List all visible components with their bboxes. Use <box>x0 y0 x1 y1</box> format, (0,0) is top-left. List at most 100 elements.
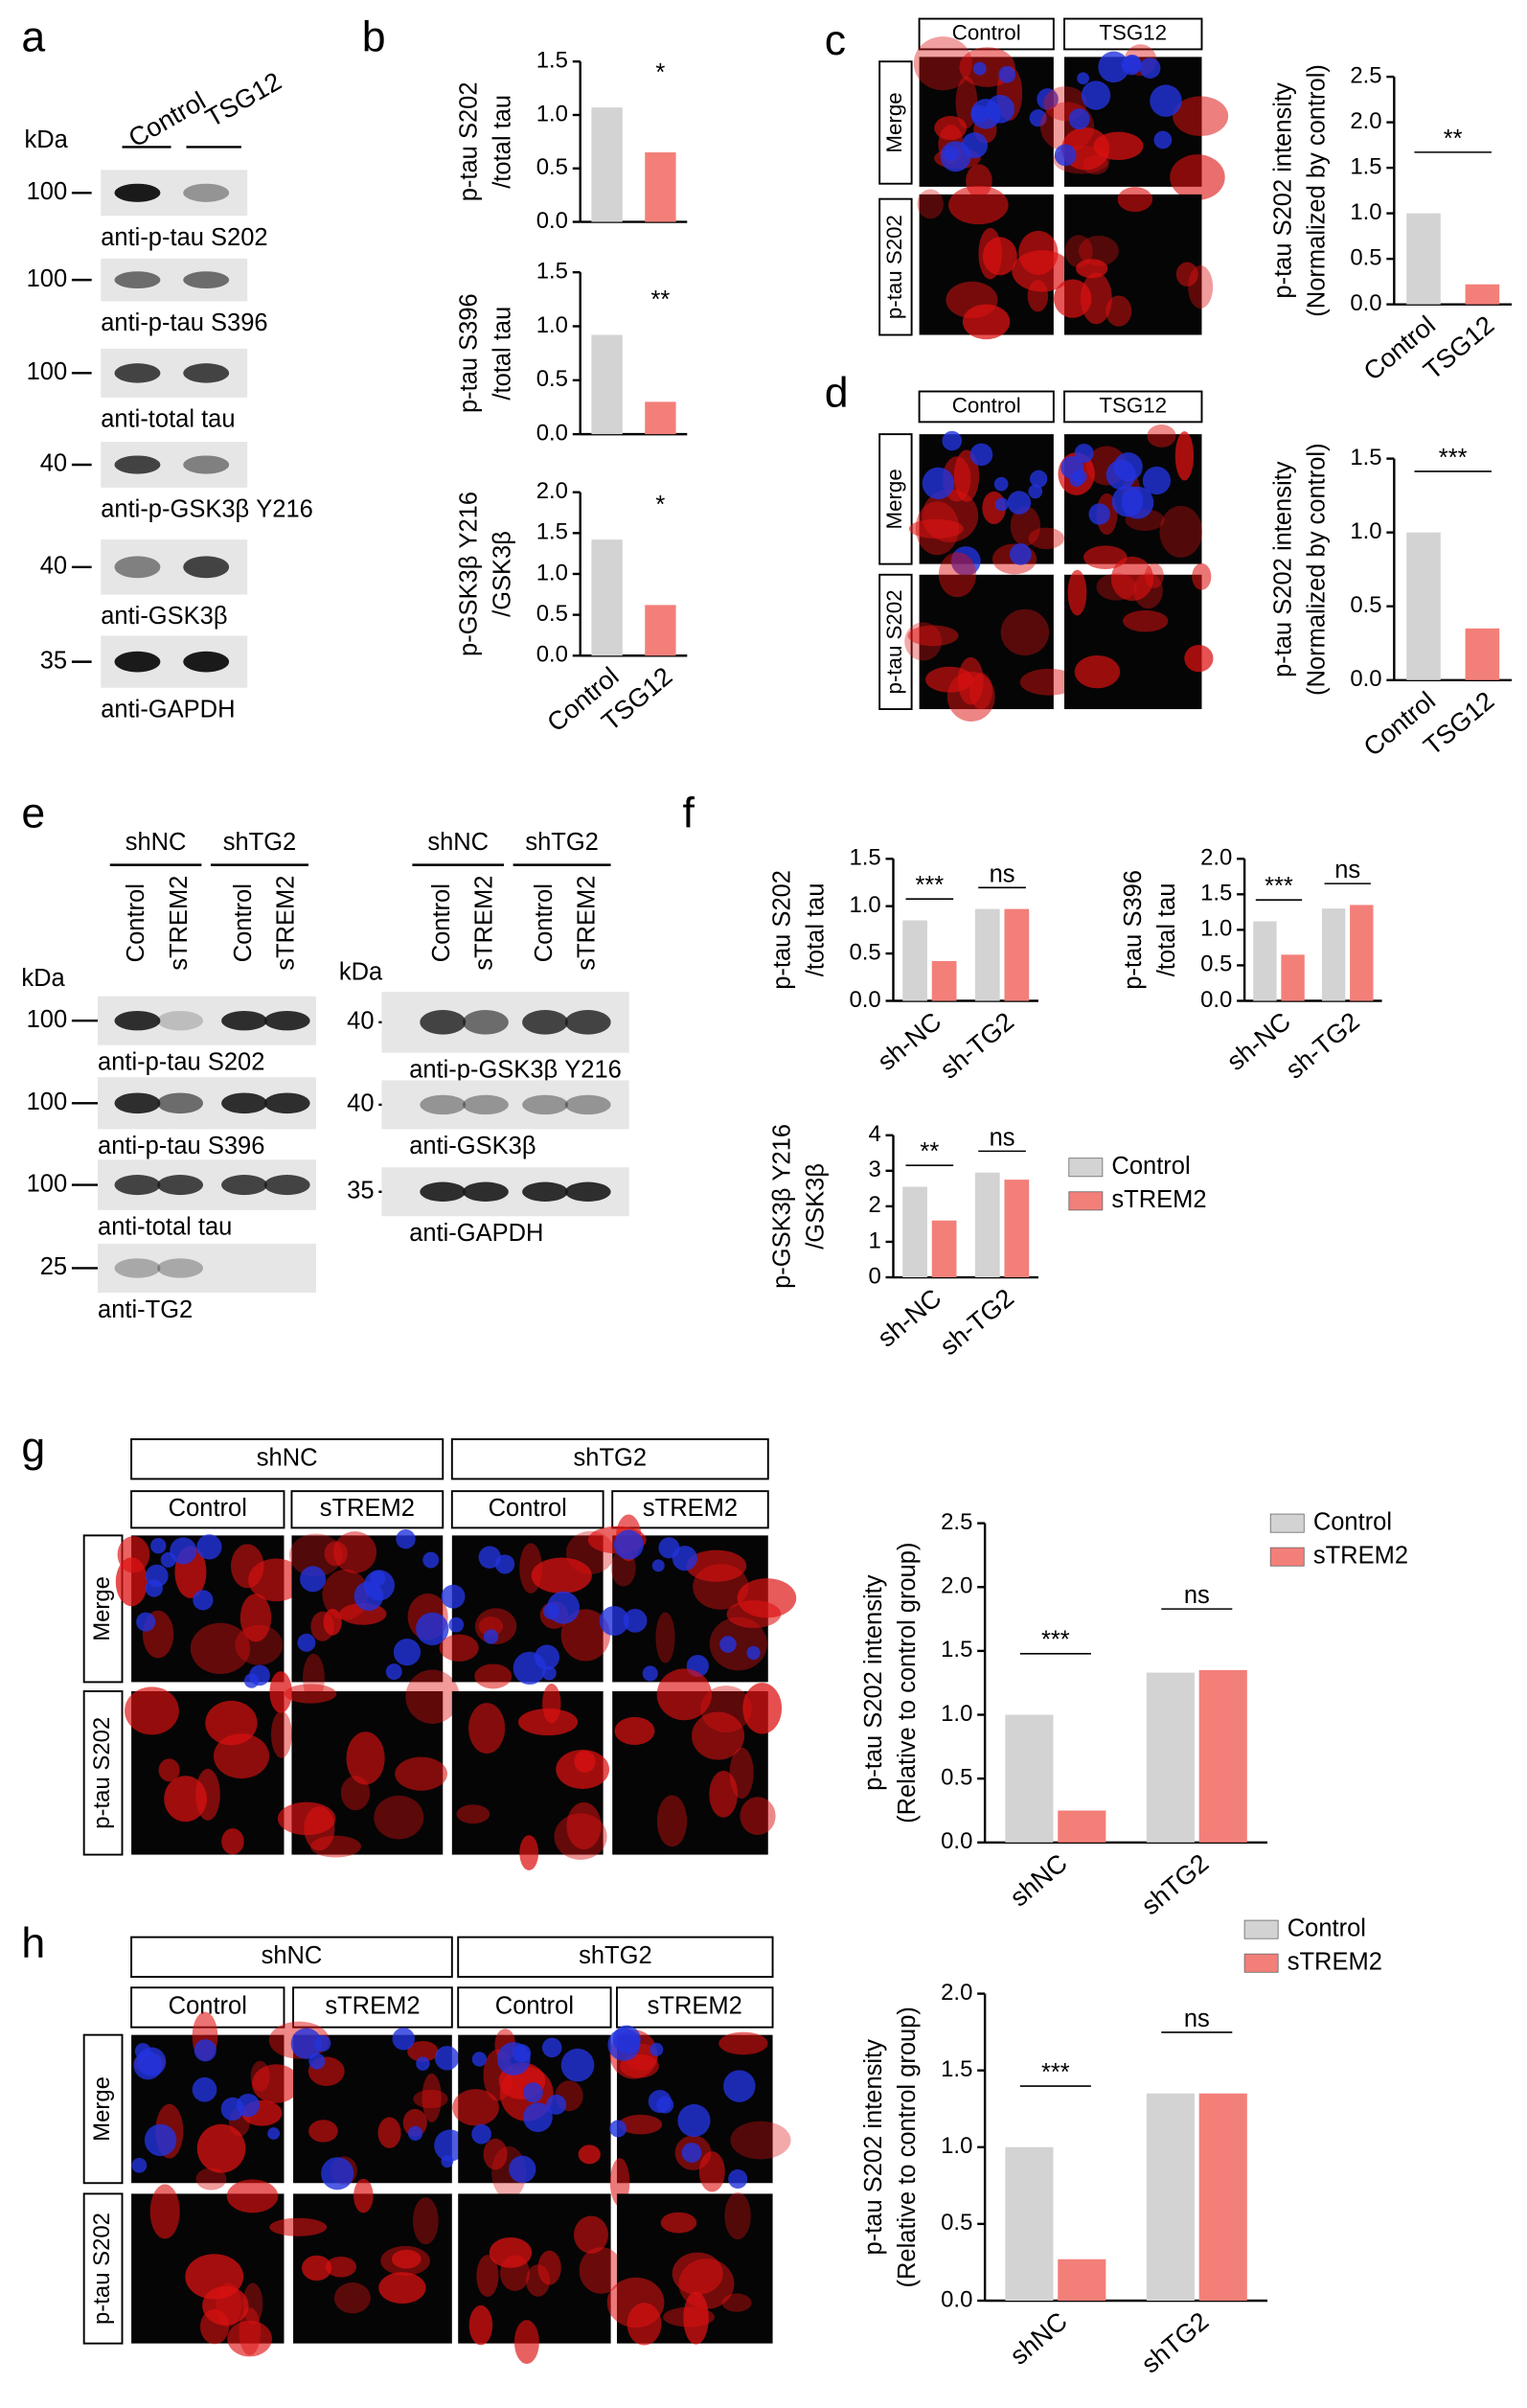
nucleus <box>1009 542 1032 565</box>
y-tick-label: 1.0 <box>1350 199 1381 225</box>
cell-signal <box>1067 569 1087 616</box>
cell-signal <box>619 2053 659 2078</box>
nucleus <box>300 1566 327 1593</box>
bar <box>902 920 927 1001</box>
y-tick-label: 0.5 <box>941 2210 972 2236</box>
significance-label: *** <box>1041 2059 1070 2086</box>
label: anti-p-tau S202 <box>101 224 267 251</box>
cell-signal <box>915 501 960 556</box>
significance-label: *** <box>915 872 944 899</box>
y-tick-label: 0.0 <box>1350 666 1381 692</box>
label-box <box>450 1490 604 1529</box>
cell-signal <box>412 2197 439 2245</box>
y-tick-label: 0.0 <box>536 208 568 234</box>
label: anti-p-GSK3β Y216 <box>409 1057 622 1084</box>
label: Merge <box>89 1576 115 1641</box>
y-axis-label: p-tau S396 <box>1120 870 1147 990</box>
y-tick-label: 1.0 <box>1200 916 1232 942</box>
cell-signal <box>693 1564 749 1610</box>
y-tick-label: 0.5 <box>1350 244 1381 270</box>
y-tick-label: 0.0 <box>536 642 568 668</box>
y-tick-label: 2.0 <box>536 478 568 504</box>
cell-signal <box>614 1716 655 1746</box>
cell-signal <box>1028 527 1065 550</box>
label: Control <box>428 883 455 962</box>
cell-signal <box>1074 654 1121 689</box>
cell-signal <box>333 1531 377 1573</box>
bar <box>645 401 676 435</box>
cell-signal <box>391 2249 422 2269</box>
panel-letter: e <box>21 790 45 837</box>
y-tick-label: 0.5 <box>941 1764 972 1790</box>
blot-band <box>114 455 161 474</box>
blot-band <box>114 1092 161 1114</box>
micrograph-texture <box>452 2029 601 2199</box>
label: p-tau S202 <box>89 2213 115 2325</box>
cell-signal <box>284 1684 337 1704</box>
nucleus <box>422 1551 440 1569</box>
blot-band <box>522 1010 568 1035</box>
label: anti-GSK3β <box>409 1133 536 1159</box>
label: Merge <box>89 2076 115 2142</box>
cell-signal <box>468 1703 506 1754</box>
legend-label: Control <box>1111 1153 1190 1180</box>
cell-signal <box>578 2144 601 2165</box>
nucleus <box>599 1606 629 1637</box>
y-axis-label: p-tau S396 <box>456 293 483 413</box>
blot-band <box>114 1011 161 1031</box>
nucleus <box>483 1629 499 1644</box>
blot-band <box>420 1094 467 1115</box>
nucleus <box>513 2044 532 2063</box>
nucleus <box>393 1639 422 1666</box>
panel-letter: f <box>683 790 695 837</box>
y-tick-label: 2.0 <box>1200 845 1232 871</box>
micrograph-texture <box>125 1671 292 1855</box>
nucleus <box>136 1612 156 1632</box>
label: sTREM2 <box>325 1993 420 2020</box>
cell-signal <box>269 2217 328 2236</box>
label-box <box>82 2033 124 2185</box>
label: anti-GAPDH <box>101 696 235 722</box>
nucleus <box>314 2034 331 2053</box>
label: anti-TG2 <box>98 1296 193 1323</box>
nucleus <box>1111 485 1144 517</box>
label: Control <box>531 883 558 962</box>
micrograph-texture <box>131 2011 301 2190</box>
y-axis-label: (Relative to control group) <box>894 1543 921 1823</box>
blot-band <box>183 556 230 579</box>
cell-signal <box>579 2247 624 2294</box>
cell-signal <box>574 2215 608 2254</box>
nucleus <box>1028 484 1043 499</box>
cell-signal <box>500 2255 531 2291</box>
label: TSG12 <box>1099 393 1167 417</box>
nucleus <box>523 2102 553 2133</box>
bar <box>645 605 676 656</box>
label: TSG12 <box>1099 20 1167 44</box>
nucleus <box>1037 88 1059 110</box>
y-axis-label: p-tau S202 intensity <box>1269 82 1296 299</box>
nucleus <box>290 2028 323 2059</box>
cell-signal <box>422 2073 442 2122</box>
label-box <box>130 1936 453 1979</box>
cell-signal <box>231 1544 264 1589</box>
cell-signal <box>1019 668 1079 696</box>
bar <box>645 152 676 222</box>
y-tick-label: 0.5 <box>536 154 568 180</box>
label-box <box>1063 17 1203 51</box>
nucleus <box>196 1534 222 1560</box>
significance-label: ns <box>1184 2006 1210 2032</box>
blot-band <box>263 1092 310 1114</box>
cell-signal <box>1053 279 1092 318</box>
label: 100 <box>27 358 68 385</box>
cell-signal <box>1081 272 1112 325</box>
nucleus <box>677 2103 711 2138</box>
cell-signal <box>252 2064 301 2103</box>
y-tick-label: 0.0 <box>1350 290 1381 316</box>
cell-signal <box>221 1828 244 1855</box>
nucleus <box>609 2120 627 2138</box>
nucleus <box>972 61 987 76</box>
legend-swatch <box>1243 1953 1279 1973</box>
legend-label: Control <box>1313 1508 1392 1535</box>
nucleus <box>940 141 971 172</box>
